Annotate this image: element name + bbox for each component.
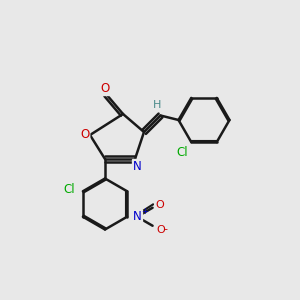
Text: Cl: Cl [176, 146, 188, 159]
Text: O: O [80, 128, 89, 142]
Text: -: - [164, 224, 167, 234]
Text: O: O [155, 200, 164, 210]
Text: H: H [153, 100, 162, 110]
Text: Cl: Cl [64, 183, 75, 196]
Text: +: + [141, 207, 148, 216]
Text: O: O [156, 225, 165, 235]
Text: N: N [133, 160, 142, 173]
Text: N: N [133, 210, 142, 223]
Text: O: O [100, 82, 109, 95]
